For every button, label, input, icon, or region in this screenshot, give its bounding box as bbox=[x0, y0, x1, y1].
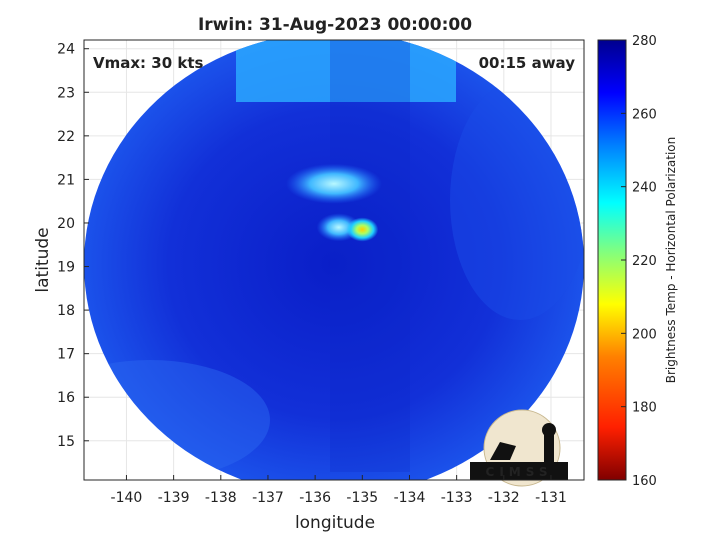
vmax-annotation: Vmax: 30 kts bbox=[93, 54, 203, 72]
dish-icon bbox=[490, 442, 516, 460]
colorbar-ticks: 160 180 200 220 240 260 280 bbox=[621, 34, 657, 489]
x-tick-label: -134 bbox=[394, 490, 426, 506]
y-tick-label: 24 bbox=[57, 42, 75, 58]
x-axis-label: longitude bbox=[295, 513, 375, 533]
x-tick-label: -138 bbox=[205, 490, 237, 506]
time-away-annotation: 00:15 away bbox=[479, 54, 576, 72]
colorbar-tick-label: 240 bbox=[632, 181, 657, 196]
y-tick-label: 18 bbox=[57, 303, 75, 319]
y-axis-label: latitude bbox=[33, 227, 53, 292]
x-tick-label: -139 bbox=[158, 490, 190, 506]
cimss-logo: CIMSS bbox=[470, 409, 568, 487]
swath-seam bbox=[330, 40, 410, 472]
colorbar-tick-label: 220 bbox=[632, 254, 657, 269]
y-tick-label: 15 bbox=[57, 434, 75, 450]
y-tick-label: 20 bbox=[57, 216, 75, 232]
y-axis-ticks: 15 16 17 18 19 20 21 22 23 24 bbox=[57, 42, 89, 450]
x-tick-label: -136 bbox=[299, 490, 331, 506]
colorbar-label: Brightness Temp - Horizontal Polarizatio… bbox=[664, 137, 678, 384]
x-tick-label: -140 bbox=[111, 490, 143, 506]
x-tick-label: -133 bbox=[441, 490, 473, 506]
x-tick-label: -132 bbox=[488, 490, 520, 506]
tower-icon bbox=[544, 432, 554, 462]
swath-north-edge bbox=[236, 40, 456, 102]
y-tick-label: 19 bbox=[57, 260, 75, 276]
plot-frame bbox=[83, 39, 585, 481]
warm-core bbox=[346, 217, 379, 242]
x-tick-label: -135 bbox=[346, 490, 378, 506]
colorbar-tick-label: 200 bbox=[632, 327, 657, 342]
y-tick-label: 21 bbox=[57, 172, 75, 188]
colorbar-tick-label: 260 bbox=[632, 107, 657, 122]
logo-bar bbox=[470, 462, 568, 480]
x-axis-ticks: -140 -139 -138 -137 -136 -135 -134 -133 -132 -131 bbox=[111, 475, 567, 506]
colorbar-tick-label: 160 bbox=[632, 474, 657, 489]
colorbar-tick-label: 180 bbox=[632, 401, 657, 416]
logo-text: CIMSS bbox=[486, 465, 553, 479]
y-tick-label: 17 bbox=[57, 347, 75, 363]
satellite-swath bbox=[84, 40, 584, 480]
x-tick-label: -137 bbox=[252, 490, 284, 506]
y-tick-label: 23 bbox=[57, 85, 75, 101]
y-tick-label: 22 bbox=[57, 129, 75, 145]
tower-tank-icon bbox=[542, 423, 556, 437]
cloud-band bbox=[286, 163, 382, 204]
colorbar-tick-label: 280 bbox=[632, 34, 657, 49]
x-tick-label: -131 bbox=[535, 490, 567, 506]
chart-title: Irwin: 31-Aug-2023 00:00:00 bbox=[198, 15, 472, 35]
y-tick-label: 16 bbox=[57, 390, 75, 406]
